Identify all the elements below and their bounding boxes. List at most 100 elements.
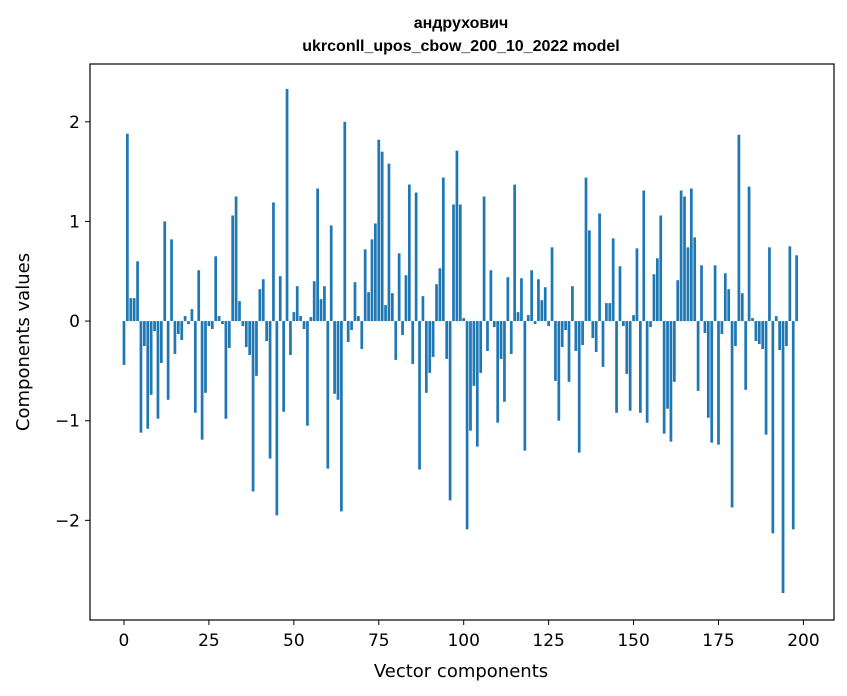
bar xyxy=(761,321,765,349)
bar xyxy=(469,321,472,431)
bar xyxy=(547,321,550,327)
x-tick-label: 125 xyxy=(532,631,564,651)
bar xyxy=(441,177,445,322)
bar xyxy=(662,321,666,434)
bar xyxy=(248,321,252,355)
x-tick-label: 175 xyxy=(702,631,734,651)
bar xyxy=(394,321,398,360)
bar xyxy=(272,202,275,322)
bar xyxy=(217,316,221,322)
bar xyxy=(666,321,669,409)
bar xyxy=(255,321,258,376)
bar xyxy=(588,230,591,322)
bar xyxy=(166,321,170,400)
bar xyxy=(458,204,462,322)
bar xyxy=(384,305,387,322)
bar xyxy=(214,256,218,322)
bar xyxy=(564,321,567,331)
bar xyxy=(227,321,231,348)
y-axis-label: Components values xyxy=(13,253,34,431)
bar xyxy=(285,88,289,322)
bar xyxy=(652,274,656,322)
bar xyxy=(676,280,680,322)
bar xyxy=(445,321,449,359)
bar xyxy=(278,276,282,322)
bar xyxy=(639,321,642,413)
bar xyxy=(265,321,269,342)
bar xyxy=(190,309,194,322)
bar xyxy=(343,121,347,322)
bar xyxy=(435,284,438,322)
bar xyxy=(336,321,340,400)
bar xyxy=(374,223,377,322)
bar xyxy=(129,298,133,322)
bar xyxy=(581,321,584,345)
bar xyxy=(258,289,262,322)
bar xyxy=(143,321,146,346)
bar xyxy=(282,321,285,412)
bar xyxy=(462,318,466,322)
bar xyxy=(584,177,588,322)
bar xyxy=(299,316,302,322)
bar xyxy=(598,213,601,322)
bar xyxy=(173,321,177,354)
bar xyxy=(513,184,517,322)
bar xyxy=(489,270,493,322)
bar xyxy=(679,190,683,322)
bar xyxy=(771,321,775,534)
y-tick-label: −2 xyxy=(55,511,80,531)
bar xyxy=(645,321,649,423)
y-tick-label: 2 xyxy=(69,113,80,133)
bar xyxy=(221,321,224,325)
bar xyxy=(727,289,731,322)
bar xyxy=(788,246,792,322)
bar xyxy=(560,321,564,347)
bar xyxy=(350,321,353,331)
bar xyxy=(380,151,384,322)
bar xyxy=(428,321,432,373)
bar xyxy=(509,321,513,354)
bar xyxy=(407,184,411,322)
bar xyxy=(136,261,139,322)
bar xyxy=(496,321,500,423)
bar xyxy=(734,321,737,346)
bar xyxy=(455,150,459,322)
bar xyxy=(153,321,156,332)
bar xyxy=(122,321,126,365)
bar xyxy=(655,258,659,322)
bar xyxy=(642,190,646,322)
bar xyxy=(452,204,455,322)
bar xyxy=(737,134,741,322)
bar xyxy=(543,287,547,322)
bar xyxy=(479,321,483,373)
bar xyxy=(482,196,486,322)
bar xyxy=(703,321,707,334)
bar xyxy=(567,321,571,382)
bar xyxy=(635,248,639,322)
bar xyxy=(717,321,720,445)
bar xyxy=(499,321,503,359)
bar xyxy=(401,321,404,336)
chart-title: андрухович xyxy=(414,15,509,32)
bar xyxy=(292,312,296,322)
bar xyxy=(659,215,663,322)
chart-subtitle: ukrconll_upos_cbow_200_10_2022 model xyxy=(302,38,619,55)
y-axis: −2 −1 0 1 2 xyxy=(55,113,90,531)
bar xyxy=(289,321,292,355)
y-tick-label: −1 xyxy=(55,412,80,432)
bar xyxy=(571,286,574,322)
bar xyxy=(367,292,370,322)
bar xyxy=(686,247,690,322)
bar xyxy=(180,321,184,341)
bar xyxy=(557,321,561,421)
bar xyxy=(319,299,323,322)
bar xyxy=(611,238,615,322)
bar xyxy=(706,321,710,418)
x-tick-label: 150 xyxy=(617,631,649,651)
bar xyxy=(309,317,313,322)
bar xyxy=(550,247,554,322)
bar xyxy=(723,273,727,322)
bar xyxy=(302,321,306,330)
bar xyxy=(224,321,228,419)
